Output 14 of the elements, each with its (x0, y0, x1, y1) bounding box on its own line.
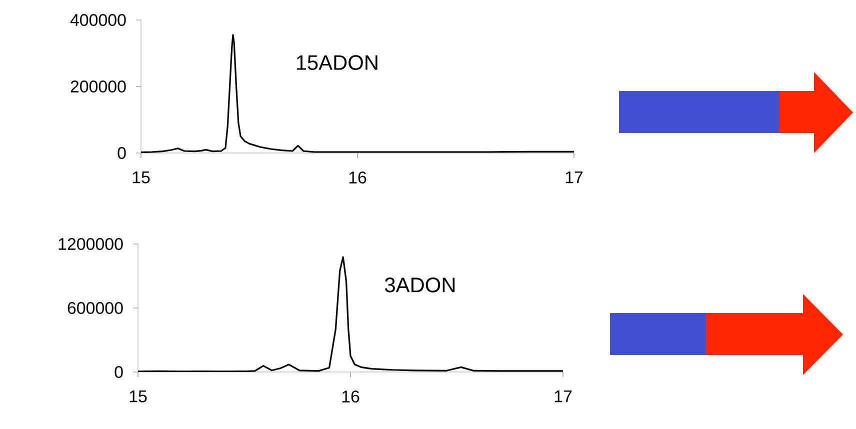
x-tick-label: 17 (566, 172, 583, 184)
y-tick-label: 0 (114, 366, 123, 378)
x-tick-label: 17 (554, 390, 572, 402)
text: 15ADON (296, 55, 378, 70)
y-tick-label: 1200000 (58, 238, 123, 250)
x-tick-label: 15 (132, 172, 150, 184)
series-label: 3ADON (384, 278, 455, 292)
y-tick-label: 400000 (70, 14, 126, 26)
y-tick-label: 200000 (70, 80, 126, 92)
x-tick-label: 16 (342, 390, 360, 403)
x-tick-label: 16 (349, 172, 366, 184)
y-tick-label: 600000 (68, 302, 123, 314)
y-tick-label: 0 (118, 147, 126, 159)
x-tick-label: 15 (130, 390, 147, 402)
